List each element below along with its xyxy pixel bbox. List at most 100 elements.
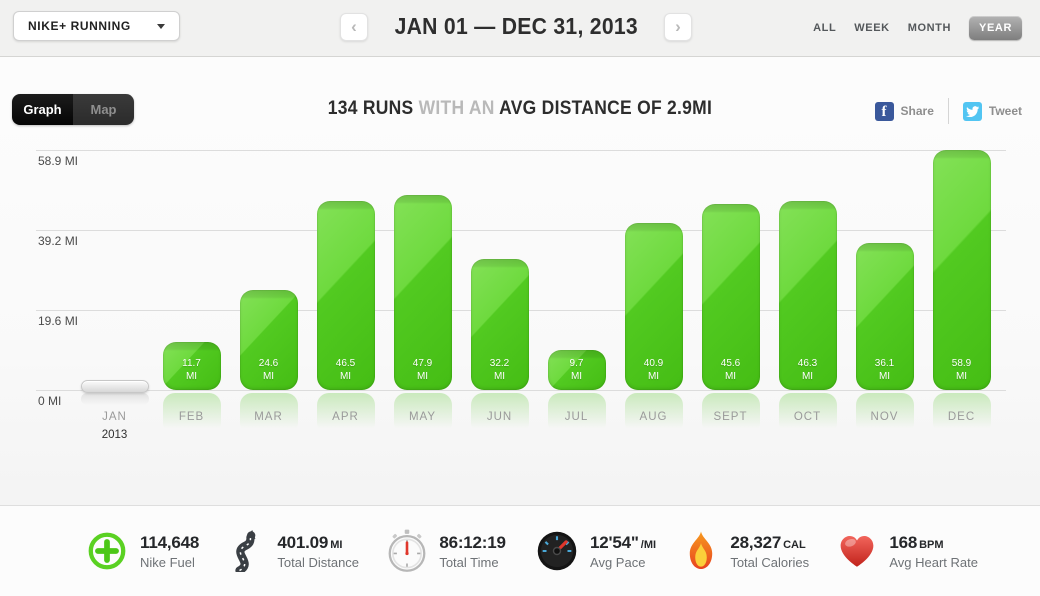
x-tick-label: DEC bbox=[947, 411, 976, 423]
gridline bbox=[36, 390, 1006, 391]
bar-apr[interactable]: 46.5 MI bbox=[316, 201, 375, 390]
bar-slot-jun: 32.2 MI JUN bbox=[461, 150, 538, 435]
bar-slot-nov: 36.1 MI NOV bbox=[846, 150, 923, 435]
date-range-title: JAN 01 — DEC 31, 2013 bbox=[370, 13, 662, 40]
share-label: Share bbox=[900, 104, 934, 118]
bar-slot-oct: 46.3 MI OCT bbox=[769, 150, 846, 435]
bar-jul[interactable]: 9.7 MI bbox=[547, 350, 606, 390]
bar-dec[interactable]: 58.9 MI bbox=[932, 150, 991, 390]
stats-bar: 114,648 Nike Fuel 401.09 MI Total Distanc… bbox=[0, 505, 1040, 596]
stat-label: Total Time bbox=[439, 554, 499, 570]
bar-value-label: 46.3 MI bbox=[797, 358, 818, 382]
x-tick-label: JUN bbox=[486, 411, 513, 423]
bar-jan[interactable] bbox=[80, 380, 149, 393]
stat-label: Avg Pace bbox=[590, 554, 646, 570]
bar-value-label: 9.7 MI bbox=[569, 358, 584, 382]
x-tick-label: AUG bbox=[639, 411, 668, 423]
tab-month[interactable]: MONTH bbox=[907, 22, 952, 34]
bar-reflection bbox=[547, 393, 606, 435]
app-selector-label: NIKE+ RUNNING bbox=[28, 19, 131, 33]
map-tab[interactable]: Map bbox=[73, 94, 134, 125]
bar-reflection bbox=[393, 393, 452, 435]
summary-title: 134 RUNS WITH AN AVG DISTANCE OF 2.9MI bbox=[0, 98, 1040, 120]
bar-aug[interactable]: 40.9 MI bbox=[624, 223, 683, 390]
x-tick-label: FEB bbox=[178, 411, 205, 423]
bar-slot-jan: JAN 2013 bbox=[76, 150, 153, 441]
bar-reflection bbox=[932, 393, 991, 435]
bar-reflection bbox=[316, 393, 375, 435]
graph-tab[interactable]: Graph bbox=[12, 94, 73, 125]
bar-feb[interactable]: 11.7 MI bbox=[162, 342, 221, 390]
next-period-button[interactable]: › bbox=[664, 13, 692, 41]
stat-value: 28,327 bbox=[730, 532, 782, 552]
stat-value: 401.09 bbox=[277, 532, 329, 552]
tab-year[interactable]: YEAR bbox=[969, 16, 1022, 40]
stat-label: Nike Fuel bbox=[140, 554, 195, 570]
nikefuel-icon bbox=[86, 530, 128, 572]
sub-header: Graph Map 134 RUNS WITH AN AVG DISTANCE … bbox=[0, 90, 1040, 130]
bar-value-label: 46.5 MI bbox=[335, 358, 356, 382]
y-tick-label: 0 MI bbox=[38, 394, 62, 408]
bar-value-label: 32.2 MI bbox=[489, 358, 510, 382]
bar-slot-may: 47.9 MI MAY bbox=[384, 150, 461, 435]
prev-period-button[interactable]: ‹ bbox=[340, 13, 368, 41]
x-tick-label: MAR bbox=[254, 411, 283, 423]
bar-reflection bbox=[778, 393, 837, 435]
bar-slot-sept: 45.6 MI SEPT bbox=[692, 150, 769, 435]
bar-value-label: 47.9 MI bbox=[412, 358, 433, 382]
bar-slot-apr: 46.5 MI APR bbox=[307, 150, 384, 435]
bar-reflection bbox=[80, 393, 149, 405]
twitter-tweet-button[interactable]: Tweet bbox=[962, 101, 1022, 121]
tab-all[interactable]: ALL bbox=[813, 22, 837, 34]
bar-oct[interactable]: 46.3 MI bbox=[778, 201, 837, 390]
bar-slot-mar: 24.6 MI MAR bbox=[230, 150, 307, 435]
stat-label: Total Calories bbox=[730, 554, 810, 570]
x-tick-label: SEPT bbox=[713, 411, 748, 423]
stat-label: Total Distance bbox=[277, 554, 360, 570]
social-buttons: f Share Tweet bbox=[874, 98, 1022, 124]
bar-reflection bbox=[470, 393, 529, 435]
bar-reflection bbox=[239, 393, 298, 435]
bar-value-label: 24.6 MI bbox=[258, 358, 279, 382]
bar-nov[interactable]: 36.1 MI bbox=[855, 243, 914, 390]
stat-nike-fuel: 114,648 Nike Fuel bbox=[86, 530, 201, 572]
bar-slot-jul: 9.7 MI JUL bbox=[538, 150, 615, 435]
y-tick-label: 58.9 MI bbox=[38, 154, 79, 168]
road-icon bbox=[229, 530, 265, 572]
bar-value-label: 45.6 MI bbox=[720, 358, 741, 382]
stat-unit: CAL bbox=[783, 538, 806, 551]
stat-unit: MI bbox=[330, 538, 343, 551]
facebook-share-button[interactable]: f Share bbox=[874, 101, 934, 121]
summary-detail: AVG DISTANCE OF 2.9MI bbox=[499, 98, 713, 119]
caret-down-icon bbox=[156, 23, 165, 29]
stat-avg-heart-rate: 168 BPM Avg Heart Rate bbox=[837, 533, 978, 570]
tweet-label: Tweet bbox=[988, 104, 1022, 118]
stat-unit: /MI bbox=[640, 538, 657, 551]
stopwatch-icon bbox=[387, 529, 427, 573]
bar-value-label: 36.1 MI bbox=[874, 358, 895, 382]
bar-may[interactable]: 47.9 MI bbox=[393, 195, 452, 390]
bar-slot-feb: 11.7 MI FEB bbox=[153, 150, 230, 435]
x-axis-year-label: 2013 bbox=[101, 429, 128, 441]
bar-value-label: 40.9 MI bbox=[643, 358, 664, 382]
y-tick-label: 19.6 MI bbox=[38, 314, 79, 328]
x-tick-label: APR bbox=[332, 411, 359, 423]
x-tick-label: NOV bbox=[870, 411, 899, 423]
x-tick-label: JUL bbox=[564, 411, 589, 423]
bar-sept[interactable]: 45.6 MI bbox=[701, 204, 760, 390]
bar-mar[interactable]: 24.6 MI bbox=[239, 290, 298, 390]
top-bar: NIKE+ RUNNING ‹ JAN 01 — DEC 31, 2013 › … bbox=[0, 0, 1040, 57]
bar-jun[interactable]: 32.2 MI bbox=[470, 259, 529, 390]
gauge-icon bbox=[536, 530, 578, 572]
social-divider bbox=[947, 98, 949, 124]
stat-unit: BPM bbox=[919, 538, 944, 551]
twitter-icon bbox=[962, 101, 982, 121]
tab-week[interactable]: WEEK bbox=[854, 22, 890, 34]
range-tabs: ALL WEEK MONTH YEAR bbox=[813, 16, 1022, 40]
stat-value: 114,648 bbox=[140, 532, 200, 552]
bar-group: JAN 2013 11.7 MI FEB 24.6 MI MAR 46.5 MI APR 47.9 MI… bbox=[76, 150, 1000, 441]
app-selector-dropdown[interactable]: NIKE+ RUNNING bbox=[13, 11, 180, 41]
bar-reflection bbox=[624, 393, 683, 435]
bar-reflection bbox=[701, 393, 760, 435]
